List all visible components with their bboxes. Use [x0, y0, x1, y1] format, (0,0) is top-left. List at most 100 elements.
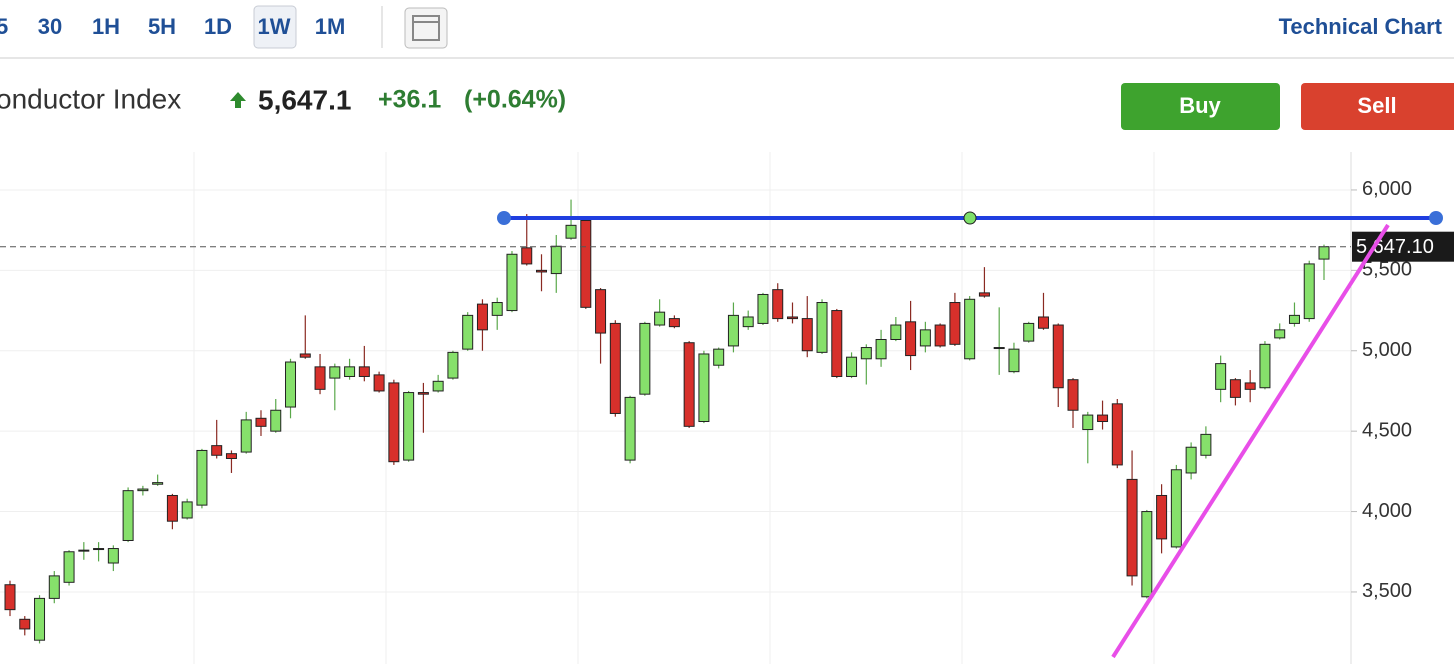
candle-body: [1023, 322, 1035, 342]
candle-body: [48, 575, 60, 599]
candle-body: [122, 490, 134, 542]
candle-body: [462, 314, 474, 350]
drawing-handle[interactable]: [497, 211, 511, 225]
candles: [4, 199, 1330, 644]
grid: 3,500 4,000 4,500 5,000 5,500 6,000: [0, 178, 1412, 602]
toolbar: Technical Chart 5 30 1H 5H 1D 1W 1M: [0, 5, 1454, 59]
candle-body: [314, 366, 326, 390]
candle-body: [683, 342, 695, 427]
candle-body: [476, 303, 488, 331]
sell-label[interactable]: Sell: [1357, 93, 1396, 118]
candle-body: [4, 584, 16, 611]
candle-body: [550, 245, 562, 275]
candle-body: [1185, 446, 1197, 474]
technical-chart-link[interactable]: Technical Chart: [1279, 14, 1443, 39]
candle-body: [580, 220, 592, 308]
candle-body: [447, 351, 459, 379]
interval-button[interactable]: 1W: [258, 14, 291, 39]
candle-body: [19, 618, 31, 630]
candle-body: [34, 597, 46, 641]
interval-button[interactable]: 5: [0, 14, 8, 39]
up-arrow: [230, 92, 246, 108]
buy-label[interactable]: Buy: [1179, 93, 1221, 118]
layout-icon: [412, 15, 440, 41]
candle-body: [373, 374, 385, 392]
candle-body: [1097, 414, 1109, 423]
y-tick-label: 5,000: [1362, 339, 1412, 361]
candle-body: [890, 324, 902, 340]
candle-body: [875, 338, 887, 360]
candle-body: [609, 322, 621, 414]
candle-body: [285, 361, 297, 408]
candle-body: [240, 419, 252, 453]
candle-body: [270, 409, 282, 432]
candle-body: [1141, 511, 1153, 598]
candle-body: [225, 453, 237, 459]
selected-interval: [253, 5, 297, 49]
candle-body: [536, 269, 548, 273]
candle-body: [846, 356, 858, 377]
candle-body: [639, 322, 651, 395]
candle-body: [403, 392, 415, 461]
candle-body: [786, 316, 798, 320]
buy-button[interactable]: [1121, 83, 1280, 130]
candle-body: [63, 551, 75, 583]
price: 5,647.1: [258, 84, 351, 115]
candle-body: [1008, 348, 1020, 373]
trend-line[interactable]: [1111, 223, 1390, 659]
candle-body: [299, 353, 311, 358]
candle-body: [1274, 329, 1286, 339]
candle-body: [1126, 478, 1138, 577]
layout-button[interactable]: [404, 7, 448, 49]
candle-body: [801, 318, 813, 352]
candle-body: [831, 310, 843, 377]
candle-body: [1111, 403, 1123, 466]
interval-button[interactable]: 30: [38, 14, 62, 39]
interval-button[interactable]: 5H: [148, 14, 176, 39]
candle-body: [934, 324, 946, 347]
interval-button[interactable]: 1M: [315, 14, 346, 39]
candle-body: [816, 302, 828, 353]
candle-body: [211, 445, 223, 456]
candle-body: [417, 392, 429, 395]
candle-body: [772, 289, 784, 320]
interval-button[interactable]: 1H: [92, 14, 120, 39]
candle-body: [1303, 263, 1315, 320]
candle-body: [860, 347, 872, 360]
candle-body: [152, 482, 164, 485]
candle-body: [624, 396, 636, 461]
y-tick-label: 4,000: [1362, 500, 1412, 522]
candle-body: [1259, 343, 1271, 389]
candle-body: [1052, 324, 1064, 389]
candle-body: [1170, 469, 1182, 548]
candle-body: [978, 292, 990, 297]
candle-body: [713, 348, 725, 366]
candle-body: [698, 353, 710, 423]
candle-body: [1067, 379, 1079, 411]
drawing-handle[interactable]: [963, 211, 977, 225]
overlay: 5,647.10: [0, 231, 1454, 262]
candle-body: [1229, 379, 1241, 398]
candle-body: [1200, 433, 1212, 456]
candle-body: [668, 318, 680, 328]
candle-body: [506, 253, 518, 312]
candle-body: [905, 321, 917, 357]
candle-body: [255, 417, 267, 427]
drawing-handle[interactable]: [1429, 211, 1443, 225]
candle-body: [358, 366, 370, 377]
candle-body: [196, 449, 208, 506]
change: +36.1: [378, 86, 441, 114]
candle-body: [329, 366, 341, 379]
candle-body: [565, 224, 577, 239]
candle-body: [93, 548, 105, 551]
interval-button[interactable]: 1D: [204, 14, 232, 39]
y-tick-label: 4,500: [1362, 419, 1412, 441]
candle-body: [491, 302, 503, 316]
candle-body: [107, 548, 119, 564]
time-grid: [193, 152, 1155, 664]
candle-body: [757, 293, 769, 324]
candle-body: [1318, 246, 1330, 260]
sell-button[interactable]: [1301, 83, 1454, 130]
